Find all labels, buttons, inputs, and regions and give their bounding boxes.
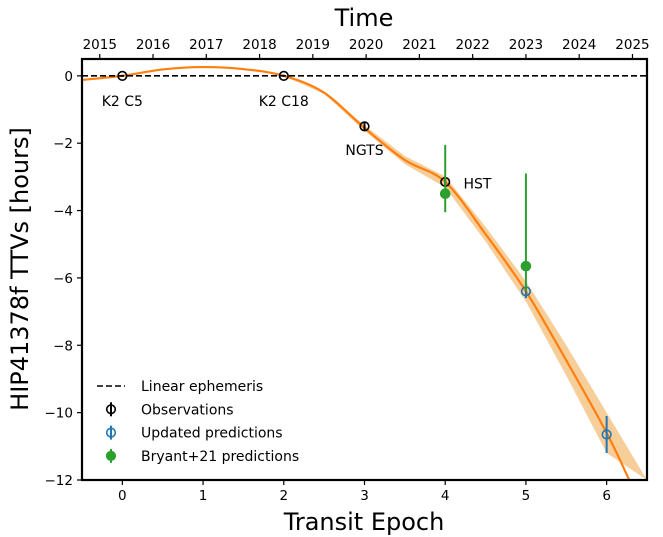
y-axis-label: HIP41378f TTVs [hours] (6, 127, 34, 411)
annotation-label: K2 C5 (102, 94, 143, 110)
y-tick-label: −10 (45, 406, 74, 422)
data-point (601, 429, 612, 440)
series-bryant-21-predictions (439, 144, 532, 292)
legend-swatch-marker (105, 404, 117, 415)
model-curve-layer (81, 65, 631, 481)
top-tick-label: 2016 (136, 37, 170, 53)
annotation-label: NGTS (345, 143, 383, 159)
top-tick-label: 2021 (402, 37, 436, 53)
legend: Linear ephemeris Observations Updated pred… (97, 379, 299, 465)
top-tick-label: 2024 (562, 37, 596, 53)
top-tick-label: 2020 (349, 37, 383, 53)
data-point (278, 70, 289, 81)
top-tick-label: 2018 (242, 37, 276, 53)
legend-label: Updated predictions (141, 426, 283, 442)
data-point (117, 70, 128, 81)
y-tick-label: −12 (45, 473, 74, 489)
y-tick-label: −6 (53, 271, 73, 287)
legend-swatch-marker (105, 450, 117, 462)
data-point (359, 121, 370, 132)
top-tick-label: 2017 (189, 37, 223, 53)
x-tick-label: 3 (360, 488, 369, 504)
x-axis-label: Transit Epoch (283, 508, 445, 536)
x-tick-label: 6 (602, 488, 611, 504)
top-tick-label: 2019 (296, 37, 330, 53)
legend-label-linear-ephemeris: Linear ephemeris (141, 379, 263, 395)
data-point (439, 188, 451, 200)
legend-label: Bryant+21 predictions (141, 449, 299, 465)
model-curve (81, 65, 631, 481)
x-tick-label: 4 (441, 488, 450, 504)
axes-layer: 0 1 2 3 4 5 6 −12 −10 −8 −6 −4 −2 0 2015 2016 2017 2018 20… (45, 37, 650, 504)
x-tick-label: 1 (199, 488, 208, 504)
x-tick-label: 2 (279, 488, 288, 504)
annotation-label: HST (464, 177, 492, 193)
annotation-label: K2 C18 (259, 94, 309, 110)
top-tick-label: 2022 (455, 37, 489, 53)
legend-label: Observations (141, 402, 234, 418)
y-tick-label: −8 (53, 338, 73, 354)
x-tick-label: 5 (522, 488, 531, 504)
legend-swatch-marker (105, 427, 117, 438)
y-tick-label: −2 (53, 136, 73, 152)
top-tick-label: 2015 (83, 37, 117, 53)
top-tick-label: 2025 (615, 37, 649, 53)
x-tick-label: 0 (118, 488, 127, 504)
annotations-layer: K2 C5 K2 C18 NGTS HST (102, 94, 492, 193)
top-tick-label: 2023 (509, 37, 543, 53)
data-points-layer (117, 70, 612, 454)
y-tick-label: 0 (64, 69, 73, 85)
data-point (520, 260, 532, 272)
y-tick-label: −4 (53, 204, 73, 220)
top-axis-label: Time (334, 4, 394, 32)
